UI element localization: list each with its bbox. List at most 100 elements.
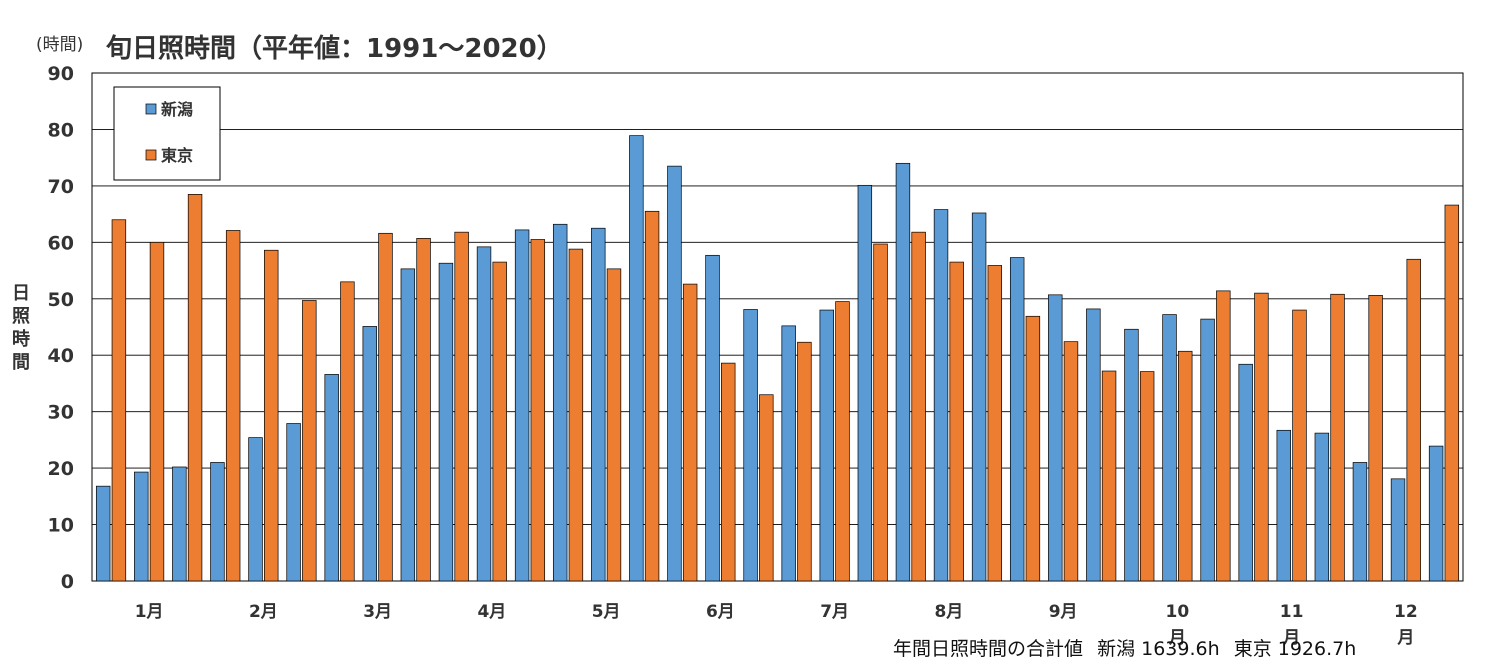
bar-niigata — [933, 209, 949, 582]
bar-tokyo — [911, 231, 926, 582]
y-tick-label: 30 — [48, 402, 74, 424]
bar-tokyo — [682, 283, 698, 582]
bar-niigata — [362, 326, 377, 582]
bar-niigata — [629, 135, 644, 582]
bar-niigata — [971, 212, 987, 582]
bar-niigata — [1009, 257, 1025, 582]
bar-tokyo — [797, 341, 812, 582]
bar-niigata — [591, 227, 606, 582]
x-tick-label: 4月 — [477, 602, 506, 622]
y-tick-label: 70 — [48, 176, 74, 198]
bar-niigata — [857, 184, 873, 582]
x-tick-label: 9月 — [1049, 602, 1078, 622]
bar-niigata — [324, 374, 339, 582]
legend-swatch-niigata — [145, 103, 157, 115]
bar-tokyo — [949, 261, 964, 582]
x-tick-label: 6月 — [706, 602, 735, 622]
bar-niigata — [172, 466, 187, 582]
bar-niigata — [781, 325, 796, 582]
legend-box — [113, 86, 221, 181]
bar-tokyo — [340, 281, 355, 582]
x-tick-label: 11 月 — [1280, 602, 1304, 648]
y-tick-label: 60 — [48, 232, 74, 254]
x-tick-label: 10 月 — [1166, 602, 1190, 648]
bar-niigata — [1086, 308, 1101, 582]
bar-tokyo — [149, 241, 165, 582]
y-tick-label: 80 — [48, 119, 74, 141]
bar-tokyo — [530, 239, 546, 582]
annual-total-label: 年間日照時間の合計値 — [893, 638, 1084, 660]
annual-total-footer: 年間日照時間の合計値 新潟 1639.6h 東京 1926.7h — [893, 634, 1364, 661]
legend-label-niigata: 新潟 — [161, 100, 193, 119]
chart-title: 旬日照時間（平年値：1991～2020） — [106, 34, 563, 64]
bar-tokyo — [1063, 341, 1079, 582]
bar-niigata — [1276, 429, 1291, 582]
bar-tokyo — [606, 268, 622, 582]
plot-area — [91, 72, 1464, 582]
bar-niigata — [552, 223, 568, 582]
bar-tokyo — [1178, 350, 1193, 582]
bar-niigata — [895, 162, 911, 582]
bar-niigata — [95, 485, 111, 582]
bar-tokyo — [721, 362, 736, 582]
bar-niigata — [1048, 294, 1063, 582]
bar-niigata — [1124, 328, 1139, 582]
bar-tokyo — [378, 232, 393, 582]
bar-tokyo — [454, 231, 469, 582]
y-tick-label: 40 — [48, 345, 74, 367]
bar-tokyo — [1292, 309, 1307, 582]
bar-tokyo — [187, 194, 203, 582]
bar-tokyo — [835, 301, 850, 582]
bar-niigata — [286, 423, 301, 582]
bar-tokyo — [987, 265, 1003, 582]
x-tick-label: 12 月 — [1394, 602, 1418, 648]
legend-swatch-tokyo — [145, 149, 157, 161]
bar-tokyo — [1406, 258, 1421, 582]
y-tick-label: 0 — [61, 571, 74, 593]
bar-tokyo — [1025, 315, 1041, 582]
bar-tokyo — [1368, 295, 1383, 582]
bar-niigata — [438, 262, 454, 582]
annual-total-niigata: 新潟 1639.6h — [1097, 638, 1220, 660]
y-tick-label: 90 — [48, 63, 74, 85]
x-tick-label: 7月 — [820, 602, 849, 622]
bar-niigata — [1428, 445, 1444, 582]
bar-niigata — [134, 471, 149, 582]
bar-tokyo — [1330, 293, 1345, 582]
bar-tokyo — [1444, 204, 1460, 582]
bar-tokyo — [1216, 290, 1231, 582]
y-axis-label: 日照時間 — [12, 283, 30, 373]
bar-niigata — [1352, 462, 1368, 582]
bar-tokyo — [416, 238, 431, 582]
x-tick-label: 5月 — [592, 602, 621, 622]
bar-tokyo — [873, 243, 888, 582]
x-tick-label: 3月 — [363, 602, 392, 622]
bar-tokyo — [1139, 371, 1155, 582]
bar-niigata — [248, 437, 263, 582]
y-unit-label: (時間) — [36, 35, 84, 55]
bar-niigata — [667, 165, 682, 582]
bar-tokyo — [492, 261, 507, 582]
bar-niigata — [210, 462, 225, 582]
x-tick-label: 8月 — [934, 602, 963, 622]
bar-niigata — [1238, 363, 1253, 582]
y-tick-label: 20 — [48, 458, 74, 480]
bar-niigata — [514, 229, 530, 582]
x-tick-label: 2月 — [249, 602, 278, 622]
bar-niigata — [743, 309, 758, 582]
bar-tokyo — [264, 249, 279, 582]
y-tick-label: 50 — [48, 289, 74, 311]
bar-niigata — [1200, 318, 1215, 582]
bar-niigata — [1314, 432, 1330, 582]
bar-niigata — [1162, 314, 1177, 582]
bar-tokyo — [644, 210, 660, 582]
annual-total-tokyo: 東京 1926.7h — [1233, 638, 1357, 660]
y-tick-label: 10 — [48, 515, 74, 537]
x-tick-label: 1月 — [135, 602, 164, 622]
bar-niigata — [400, 268, 416, 582]
bar-tokyo — [302, 300, 317, 582]
bar-tokyo — [1101, 370, 1117, 582]
bar-niigata — [819, 309, 834, 582]
bar-niigata — [1390, 478, 1406, 582]
